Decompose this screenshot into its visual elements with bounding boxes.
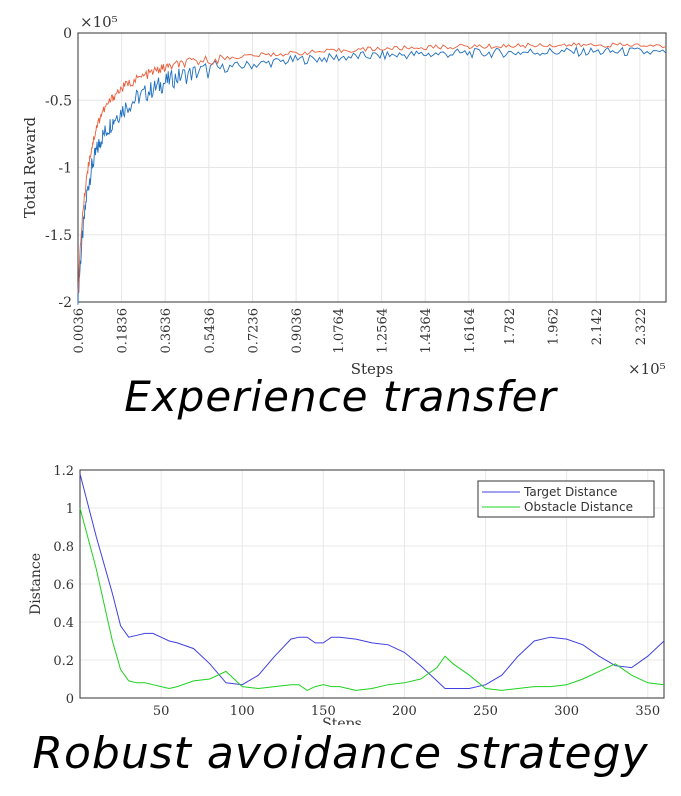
y-multiplier: ×10⁵ (80, 13, 118, 31)
x-tick-label: 100 (230, 704, 255, 719)
x-tick-label: 1.6164 (463, 308, 478, 354)
distance-chart: 0 0.2 0.4 0.6 0.8 1 1.2 50 100 150 200 250 300 350 Tar… (28, 464, 665, 725)
x-tick-label: 0.3636 (159, 308, 174, 354)
x-tick-label: 200 (392, 704, 417, 719)
x-tick-label: 300 (554, 704, 579, 719)
x-tick-label: 350 (635, 704, 660, 719)
x-tick-label: 1.962 (547, 308, 562, 345)
x-tick-label: 1.2564 (376, 308, 391, 354)
x-axis-label: Steps (322, 716, 362, 725)
x-multiplier: ×10⁵ (628, 360, 666, 378)
y-axis-label: Total Reward (21, 117, 39, 219)
legend-box (477, 480, 655, 518)
y-tick-label: 0.6 (53, 578, 74, 593)
x-tick-label: 2.142 (590, 308, 605, 345)
y-tick-label: 0.4 (53, 616, 74, 631)
legend-label-1: Obstacle Distance (524, 500, 633, 514)
x-axis-label: Steps (351, 360, 393, 378)
x-tick-label: 1.782 (503, 308, 518, 345)
x-tick-label: 0.9036 (290, 308, 305, 354)
x-tick-label: 0.5436 (203, 308, 218, 354)
x-tick-label: 1.4364 (419, 308, 434, 354)
series-line-1 (79, 507, 665, 691)
y-tick-label: 1.2 (53, 464, 74, 479)
series-line-1 (77, 42, 667, 293)
y-tick-label: 0.2 (53, 654, 74, 669)
x-tick-label: 0.0036 (72, 308, 87, 354)
legend-label-0: Target Distance (523, 485, 617, 499)
plot-frame (77, 32, 667, 303)
series-line-0 (79, 473, 665, 689)
x-tick-label: 250 (473, 704, 498, 719)
x-tick-label: 150 (311, 704, 336, 719)
caption-experience-transfer: Experience transfer (124, 372, 557, 421)
y-tick-label: -1.5 (45, 228, 72, 244)
y-tick-label: 0.8 (53, 540, 74, 555)
reward-chart: 0 -0.5 -1 -1.5 -20.0036 0.1836 0.3636 0.5436 0.7… (21, 13, 667, 378)
caption-robust-avoidance: Robust avoidance strategy (32, 728, 649, 779)
y-tick-label: 1 (66, 502, 74, 517)
x-tick-label: 2.322 (634, 308, 649, 345)
y-tick-label: 0 (63, 26, 72, 42)
x-tick-label: 0.7236 (246, 308, 261, 354)
x-tick-label: 0.1836 (116, 308, 131, 354)
x-tick-label: 1.0764 (332, 308, 347, 354)
x-tick-label: 50 (153, 704, 170, 719)
y-tick-label: -2 (58, 295, 72, 311)
y-axis-label: Distance (28, 553, 44, 615)
y-tick-label: 0 (66, 692, 74, 707)
plot-frame (79, 469, 665, 699)
y-tick-label: -1 (58, 161, 72, 177)
series-line-0 (77, 45, 667, 305)
y-tick-label: -0.5 (45, 93, 72, 109)
